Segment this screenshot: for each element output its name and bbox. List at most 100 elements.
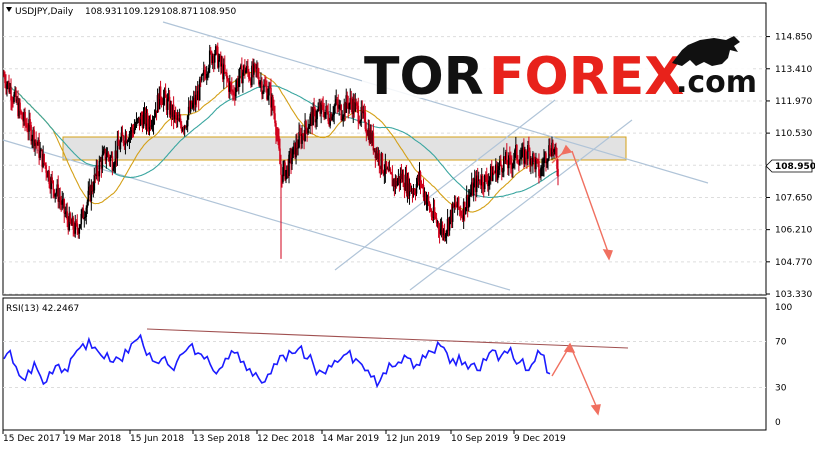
candle-body [384, 161, 387, 174]
candle-body [156, 95, 159, 113]
candle-body [433, 207, 436, 217]
candle-body [18, 102, 20, 117]
candle-body [102, 151, 105, 155]
candle-body [148, 118, 151, 130]
candle-body [240, 65, 242, 68]
candle-body [154, 110, 157, 117]
candle-body [94, 174, 97, 177]
candle-body [22, 119, 24, 122]
candle-body [315, 119, 317, 123]
candle-body [461, 215, 464, 220]
candle-body [266, 86, 268, 100]
candle-body [14, 90, 16, 95]
candle-body [98, 160, 101, 177]
candle-body [297, 147, 299, 149]
candle-body [298, 132, 300, 148]
candle-body [377, 153, 380, 160]
candle-body [170, 103, 173, 117]
candle-body [143, 110, 146, 115]
candle-body [116, 139, 119, 159]
candle-body [514, 150, 516, 161]
candle-body [338, 105, 341, 109]
candle-body [160, 99, 163, 103]
candle-body [173, 112, 176, 120]
candle-body [537, 159, 539, 161]
candle-body [290, 153, 292, 165]
candle-body [74, 220, 77, 234]
candle-body [151, 125, 154, 127]
candle-body [238, 78, 240, 88]
logo-text-tor: TOR [364, 47, 484, 107]
candle-body [523, 147, 525, 164]
candle-body [108, 156, 111, 162]
candle-body [288, 154, 290, 177]
candle-body [228, 80, 230, 92]
candle-body [230, 82, 232, 86]
candle-body [407, 176, 410, 196]
candle-body [88, 186, 91, 191]
candle-body [3, 75, 5, 77]
candle-body [32, 129, 34, 139]
candle-body [125, 134, 128, 143]
candle-body [423, 192, 426, 198]
candle-body [226, 72, 228, 79]
candle-body [242, 72, 244, 84]
candle-body [543, 158, 545, 168]
candle-body [396, 180, 399, 186]
candle-body [428, 202, 431, 210]
candle-body [215, 46, 218, 48]
candle-body [522, 147, 524, 150]
candle-body [155, 110, 158, 113]
candle-body [99, 160, 102, 162]
date-tick-label: 12 Jun 2019 [386, 434, 440, 444]
candle-body [123, 143, 126, 145]
candle-body [382, 171, 385, 175]
candle-body [35, 140, 37, 143]
candle-body [237, 80, 239, 88]
candle-body [431, 216, 434, 218]
candle-body [316, 111, 318, 120]
candle-body [61, 200, 64, 205]
candle-body [419, 172, 422, 185]
candle-body [69, 213, 72, 222]
candle-body [491, 172, 494, 181]
candle-body [259, 82, 261, 85]
candle-body [201, 74, 204, 76]
candle-body [400, 173, 403, 180]
candle-body [4, 75, 6, 84]
candle-body [51, 177, 53, 181]
candle-body [59, 197, 62, 201]
candle-body [480, 175, 483, 186]
candle-body [332, 114, 334, 117]
candle-body [376, 150, 379, 160]
candle-body [398, 176, 401, 184]
candle-body [132, 130, 135, 134]
candle-body [169, 103, 172, 115]
candle-body [257, 67, 259, 77]
candle-body [448, 216, 451, 231]
candle-body [323, 111, 325, 118]
candle-body [301, 133, 303, 144]
candle-body [434, 216, 437, 219]
candle-body [107, 152, 110, 157]
candle-body [320, 102, 322, 114]
candle-body [468, 194, 471, 198]
candle-body [530, 158, 532, 165]
candle-body [374, 148, 377, 158]
candle-body [28, 119, 30, 132]
candle-body [153, 116, 156, 119]
candle-body [91, 185, 94, 192]
candle-body [65, 211, 68, 214]
price-tick-label: 111.970 [775, 97, 812, 107]
candle-body [117, 139, 120, 146]
candle-body [55, 192, 57, 194]
candle-body [82, 208, 85, 220]
candle-body [460, 215, 463, 217]
candle-body [253, 63, 255, 75]
candle-body [403, 186, 406, 191]
candle-body [286, 165, 288, 171]
candle-body [92, 190, 95, 192]
candle-body [208, 50, 211, 68]
candle-body [139, 115, 142, 126]
